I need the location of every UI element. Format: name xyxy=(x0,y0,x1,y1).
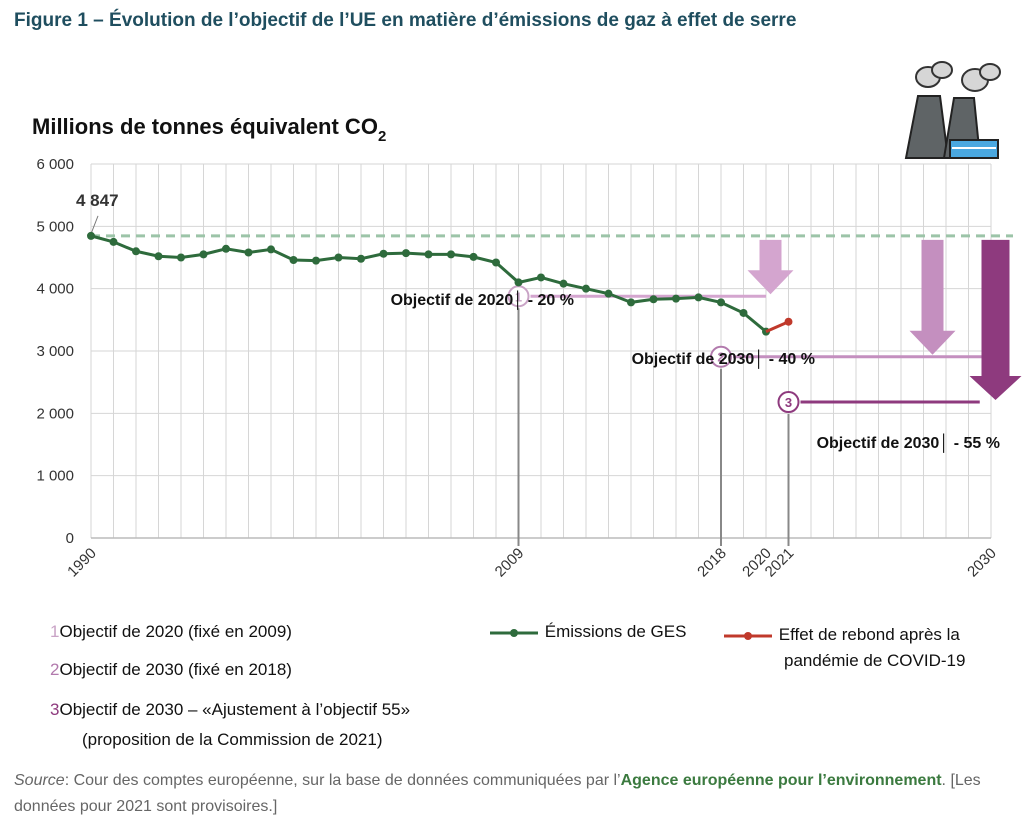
x-tick-label: 2009 xyxy=(492,545,528,581)
series-1-point xyxy=(402,249,410,258)
target-3-marker: 3 xyxy=(50,700,60,719)
figure-title: Figure 1 – Évolution de l’objectif de l’… xyxy=(14,10,797,31)
target-2-marker-number: 2 xyxy=(717,350,724,365)
series-1-point xyxy=(537,273,545,282)
series-1-point xyxy=(739,308,748,317)
series-1-point xyxy=(469,252,478,261)
target-3-label: Objectif de 2030│ - 55 % xyxy=(817,433,1000,453)
legend-rebound-swatch xyxy=(724,631,772,640)
series-2-line xyxy=(765,320,790,334)
source-note: Source: Cour des comptes européenne, sur… xyxy=(14,772,981,815)
series-1-point xyxy=(694,293,703,302)
series-1-point xyxy=(582,284,590,293)
series-1-point xyxy=(177,253,185,262)
target-3-marker-number: 3 xyxy=(785,395,792,410)
target-1-marker-number: 1 xyxy=(515,289,522,304)
y-tick-label: 1 000 xyxy=(36,468,74,485)
series-1-point xyxy=(559,279,568,288)
series-1-point xyxy=(334,253,343,262)
legend-item-target-3-detail: (proposition de la Commission de 2021) xyxy=(82,730,383,749)
legend-item-target-3: 3Objectif de 2030 – «Ajustement à l’obje… xyxy=(50,700,411,719)
targets: 1Objectif de 2020│ - 20 %2Objectif de 20… xyxy=(391,239,1022,546)
series-1-point xyxy=(492,258,500,267)
series-2-point xyxy=(784,317,793,326)
series-1-point xyxy=(447,250,455,259)
series-1-point xyxy=(154,252,163,261)
baseline-label: 4 847 xyxy=(76,191,119,210)
y-axis-label: Millions de tonnes équivalent CO2 xyxy=(32,114,386,145)
series-1-point xyxy=(244,248,253,257)
x-tick-label: 2030 xyxy=(964,545,1000,581)
series-1-point xyxy=(222,244,230,253)
target-1-arrow xyxy=(747,239,794,295)
series-1-point xyxy=(627,298,635,307)
series-1-point xyxy=(132,247,140,256)
x-tick-label: 1990 xyxy=(64,545,100,581)
y-axis: 0 1 000 2 000 3 000 4 000 5 000 6 000 xyxy=(36,156,74,547)
legend-emissions-swatch xyxy=(490,628,538,637)
series-1-point xyxy=(514,278,523,287)
series-1-point xyxy=(267,245,275,254)
y-tick-label: 2 000 xyxy=(36,405,74,422)
y-tick-label: 3 000 xyxy=(36,343,74,360)
series-1-point xyxy=(357,254,365,263)
grid xyxy=(90,163,992,539)
series-1-point xyxy=(109,237,118,246)
y-tick-label: 5 000 xyxy=(36,218,74,235)
target-2-marker: 2 xyxy=(50,660,60,679)
emissions-chart: 0 1 000 2 000 3 000 4 000 5 000 6 000 1990 2009… xyxy=(32,61,1022,581)
legend-item-emissions: Émissions de GES xyxy=(488,622,686,642)
series-1-point xyxy=(199,250,208,259)
baseline-pointer xyxy=(90,215,99,235)
legend-item-rebound: Effet de rebond après la pandémie de COV… xyxy=(722,622,965,674)
series-1-point xyxy=(672,294,680,303)
series-1-point xyxy=(312,256,320,265)
y-tick-label: 0 xyxy=(66,530,74,547)
series-1-point xyxy=(289,255,298,264)
target-2-arrow xyxy=(909,239,956,355)
legend-item-target-1: 1Objectif de 2020 (fixé en 2009) xyxy=(50,622,292,641)
target-1-label: Objectif de 2020│ - 20 % xyxy=(391,290,574,310)
series xyxy=(87,231,793,336)
target-3-marker xyxy=(777,391,800,414)
target-3-arrow xyxy=(969,239,1022,401)
target-2-marker xyxy=(710,345,732,368)
series-1-point xyxy=(604,289,613,298)
legend-item-target-2: 2Objectif de 2030 (fixé en 2018) xyxy=(50,660,292,679)
series-1-point xyxy=(87,231,95,240)
baseline: 4 847 xyxy=(76,191,1013,238)
series-1-point xyxy=(649,295,658,304)
x-tick-label: 2018 xyxy=(694,545,730,581)
factory-icon xyxy=(904,61,1001,159)
series-1-point xyxy=(379,249,388,258)
series-1-point xyxy=(717,298,725,307)
series-1-point xyxy=(424,250,433,259)
target-2-label: Objectif de 2030│ - 40 % xyxy=(632,349,815,369)
y-tick-label: 4 000 xyxy=(36,281,74,298)
y-tick-label: 6 000 xyxy=(36,156,74,173)
target-1-marker: 1 xyxy=(50,622,60,641)
